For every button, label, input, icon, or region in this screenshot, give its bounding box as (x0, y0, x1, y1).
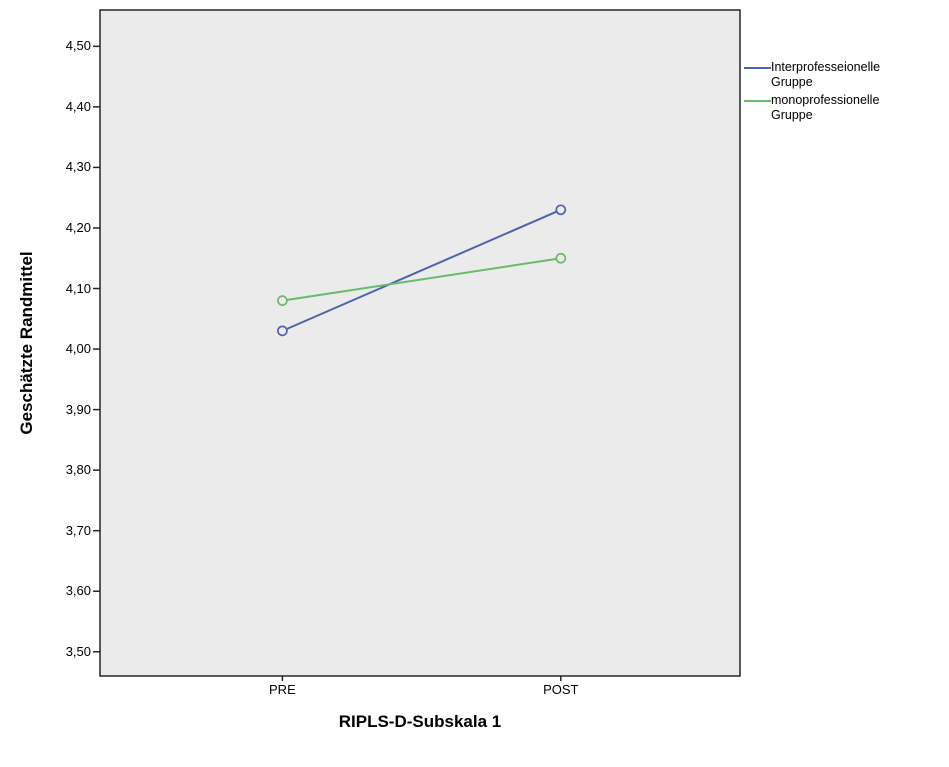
legend-line-swatch-blue (744, 67, 771, 69)
y-tick-label: 3,60 (65, 583, 91, 599)
x-tick-label: POST (543, 682, 579, 697)
legend: Interprofesseionelle Gruppe monoprofessi… (744, 60, 911, 126)
legend-label: Interprofesseionelle Gruppe (771, 60, 881, 89)
y-tick-label: 3,70 (65, 522, 91, 538)
y-tick-label: 4,10 (65, 280, 91, 296)
y-tick-label: 4,20 (65, 219, 91, 235)
legend-entry-monoprofessionelle: monoprofessionelle Gruppe (744, 93, 911, 123)
x-axis-title: RIPLS-D-Subskala 1 (338, 712, 502, 731)
x-axis-tick-labels: PRE POST (0, 682, 949, 702)
y-tick-label: 3,50 (65, 643, 91, 659)
y-tick-label: 4,50 (65, 38, 91, 54)
y-axis-tick-labels: 3,50 3,60 3,70 3,80 3,90 4,00 4,10 4,20 4,30 4,40… (40, 0, 91, 767)
y-tick-label: 4,30 (65, 159, 91, 175)
legend-label: monoprofessionelle Gruppe (771, 93, 880, 122)
x-tick-label: PRE (269, 682, 296, 697)
y-tick-label: 3,90 (65, 401, 91, 417)
y-tick-label: 3,80 (65, 462, 91, 478)
y-tick-label: 4,40 (65, 98, 91, 114)
y-tick-label: 4,00 (65, 341, 91, 357)
legend-entry-interprofessionelle: Interprofesseionelle Gruppe (744, 60, 911, 90)
legend-line-swatch-green (744, 100, 771, 102)
